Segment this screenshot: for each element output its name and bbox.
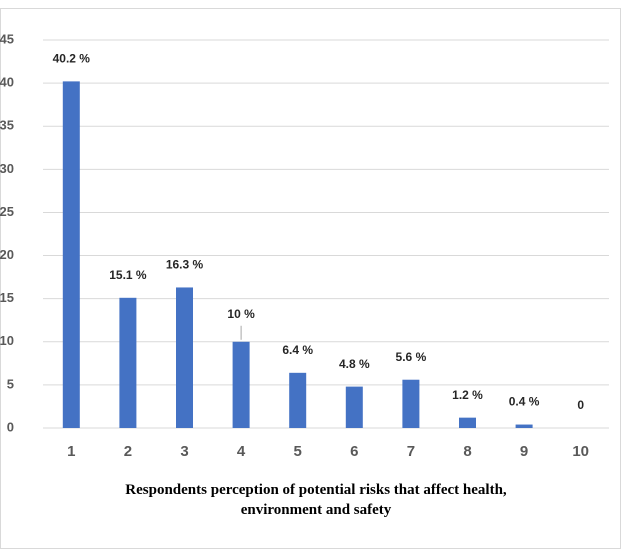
x-tick-label: 5 <box>294 443 302 460</box>
x-axis-label: Respondents perception of potential risk… <box>125 482 507 518</box>
bar <box>176 287 193 428</box>
data-label: 6.4 % <box>282 343 313 357</box>
y-tick-label: 35 <box>0 118 14 133</box>
bar <box>119 297 137 428</box>
x-tick-label: 1 <box>67 443 75 460</box>
data-label: 40.2 % <box>53 52 91 66</box>
bar <box>459 417 476 428</box>
bar <box>232 341 250 428</box>
y-tick-label: 0 <box>7 419 14 434</box>
x-tick-label: 4 <box>237 443 246 460</box>
y-tick-label: 10 <box>0 333 14 348</box>
y-tick-label: 30 <box>0 161 14 176</box>
data-label: 1.2 % <box>452 388 483 402</box>
y-tick-label: 40 <box>0 75 14 90</box>
data-label: 5.6 % <box>396 350 427 364</box>
x-tick-label: 7 <box>407 443 415 460</box>
bar <box>289 372 307 428</box>
data-label: 15.1 % <box>109 268 147 282</box>
x-tick-label: 10 <box>572 443 589 460</box>
data-label: 16.3 % <box>166 258 204 272</box>
bar <box>402 379 420 428</box>
x-tick-label: 2 <box>124 443 132 460</box>
y-tick-label: 45 <box>0 31 14 46</box>
data-label: 10 % <box>227 307 255 321</box>
data-label: 4.8 % <box>339 357 370 371</box>
data-label: 0.4 % <box>509 395 540 409</box>
bar <box>62 81 80 429</box>
y-tick-label: 5 <box>7 376 14 391</box>
x-tick-label: 8 <box>463 443 471 460</box>
x-tick-label: 3 <box>180 443 188 460</box>
y-tick-label: 25 <box>0 204 14 219</box>
y-tick-label: 15 <box>0 290 14 305</box>
x-tick-label: 9 <box>520 443 528 460</box>
chart-frame <box>0 8 621 549</box>
bar <box>515 424 533 428</box>
y-tick-label: 20 <box>0 247 14 262</box>
bar <box>345 386 363 428</box>
x-tick-label: 6 <box>350 443 358 460</box>
data-label: 0 <box>577 398 584 412</box>
